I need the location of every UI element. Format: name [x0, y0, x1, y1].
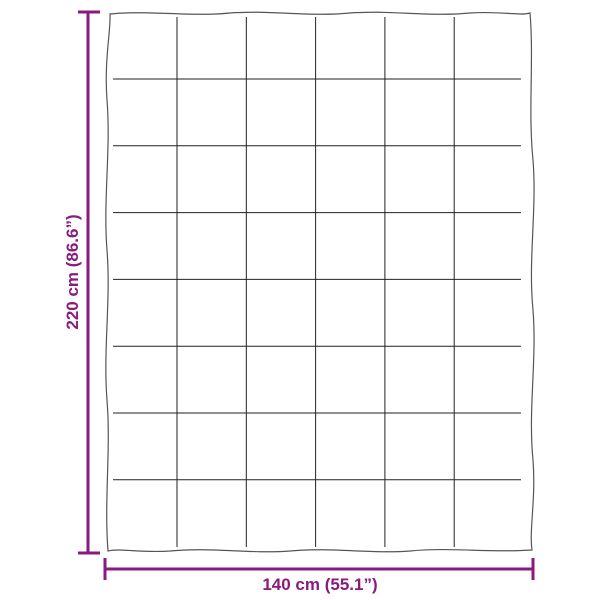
width-label: 140 cm (55.1”) [262, 575, 377, 594]
quilt-outline [105, 11, 535, 553]
height-dimension [78, 10, 100, 555]
stitch-grid [113, 17, 521, 547]
height-label: 220 cm (86.6”) [63, 214, 82, 329]
width-dimension [103, 558, 535, 580]
